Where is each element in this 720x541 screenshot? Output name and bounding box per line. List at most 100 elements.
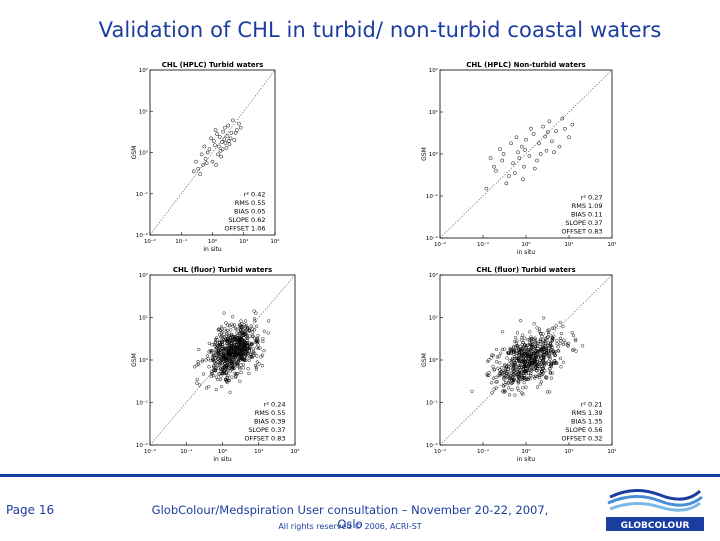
data-point xyxy=(518,344,522,348)
data-point xyxy=(504,380,508,385)
data-point xyxy=(225,353,230,357)
data-point xyxy=(219,357,224,361)
data-point xyxy=(538,339,542,343)
logo-text: GLOBCOLOUR xyxy=(621,521,690,531)
data-point xyxy=(229,361,233,365)
data-point xyxy=(511,161,515,166)
stat-label: SLOPE xyxy=(565,426,586,434)
data-point xyxy=(251,327,255,331)
data-point xyxy=(524,347,529,352)
data-point xyxy=(231,366,235,370)
data-point xyxy=(490,391,494,395)
data-point xyxy=(207,385,211,389)
data-point xyxy=(214,375,218,379)
data-point xyxy=(213,368,217,372)
data-point xyxy=(219,370,223,374)
data-point xyxy=(224,330,228,334)
data-point xyxy=(538,382,542,386)
x-tick-label: 10⁰ xyxy=(521,448,531,455)
data-point xyxy=(194,159,199,164)
data-point xyxy=(498,361,502,365)
data-point xyxy=(522,370,526,374)
data-point xyxy=(254,311,258,315)
data-point xyxy=(231,353,236,357)
data-point xyxy=(517,156,522,160)
data-point xyxy=(230,339,234,343)
data-point xyxy=(532,337,536,341)
data-point xyxy=(561,360,565,364)
data-point xyxy=(506,351,510,355)
x-tick-label: 10² xyxy=(270,238,279,245)
data-point xyxy=(549,376,554,380)
stat-label: r² xyxy=(264,401,270,409)
data-point xyxy=(528,377,532,381)
data-point xyxy=(492,387,496,391)
data-point xyxy=(552,352,556,356)
data-point xyxy=(228,136,233,141)
stat-label: OFFSET xyxy=(561,435,586,443)
data-point xyxy=(218,377,223,382)
data-point xyxy=(541,359,545,363)
data-point xyxy=(563,341,567,345)
data-point xyxy=(530,367,534,371)
data-point xyxy=(522,377,527,381)
y-tick-label: 10⁰ xyxy=(429,151,439,158)
data-point xyxy=(210,159,215,164)
data-point xyxy=(533,376,537,380)
data-point xyxy=(231,324,235,328)
data-point xyxy=(502,388,506,393)
data-point xyxy=(538,337,543,341)
data-point xyxy=(214,362,218,366)
y-tick-label: 10⁻¹ xyxy=(136,191,148,198)
data-point xyxy=(522,345,526,349)
data-point xyxy=(239,363,243,367)
data-point xyxy=(512,373,516,377)
data-point xyxy=(207,350,211,354)
data-point xyxy=(542,354,546,358)
data-point xyxy=(545,335,549,340)
data-point xyxy=(253,319,257,323)
data-point xyxy=(214,336,219,340)
stat-label: BIAS xyxy=(571,418,586,426)
stat-label: r² xyxy=(244,191,250,199)
data-point xyxy=(500,330,505,334)
data-point xyxy=(551,336,555,341)
data-point xyxy=(240,357,244,361)
data-point xyxy=(232,342,237,347)
data-point xyxy=(529,369,534,373)
data-point xyxy=(529,346,533,350)
data-point xyxy=(546,344,550,348)
data-point xyxy=(555,339,559,343)
data-point xyxy=(509,371,514,375)
data-point xyxy=(220,340,224,344)
y-axis-label: GSM xyxy=(131,146,138,160)
data-point xyxy=(246,367,250,371)
data-point xyxy=(223,327,227,331)
data-point xyxy=(499,370,503,374)
data-point xyxy=(524,377,528,381)
data-point xyxy=(545,338,549,342)
data-point xyxy=(220,330,225,334)
data-point xyxy=(509,141,513,146)
data-point xyxy=(500,347,505,352)
x-tick-label: 10¹ xyxy=(564,241,573,248)
data-point xyxy=(533,355,537,359)
data-point xyxy=(237,121,241,126)
data-point xyxy=(543,363,547,367)
data-point xyxy=(528,357,533,362)
data-point xyxy=(254,365,259,369)
data-point xyxy=(539,356,543,360)
data-point xyxy=(534,340,538,344)
data-point xyxy=(551,349,556,353)
data-point xyxy=(540,361,544,365)
data-point xyxy=(219,154,224,159)
data-point xyxy=(544,148,549,153)
data-point xyxy=(548,349,553,353)
data-point xyxy=(222,349,226,353)
stat-value: 0.62 xyxy=(251,216,265,224)
data-point xyxy=(526,347,530,352)
data-point xyxy=(529,373,533,378)
data-point xyxy=(534,342,538,346)
footer-event-text: GlobColour/Medspiration User consultatio… xyxy=(151,503,549,531)
data-point xyxy=(223,125,227,130)
